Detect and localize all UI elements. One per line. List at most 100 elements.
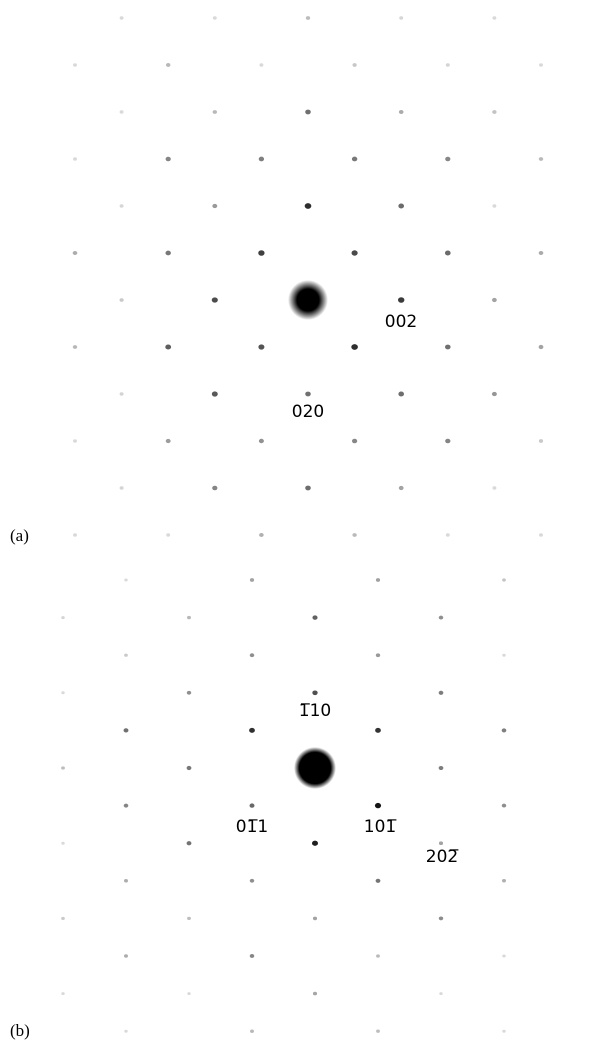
central-beam xyxy=(288,280,328,320)
diffraction-spot xyxy=(313,917,317,921)
diffraction-spot xyxy=(187,841,192,845)
diffraction-spot xyxy=(502,654,505,657)
diffraction-spot xyxy=(375,728,381,733)
panel-label: (b) xyxy=(10,1021,30,1040)
diffraction-spot xyxy=(61,616,65,619)
diffraction-spot xyxy=(539,533,543,536)
diffraction-spot xyxy=(250,954,255,958)
diffraction-spot xyxy=(187,766,192,770)
diffraction-spot xyxy=(439,841,443,845)
diffraction-spot xyxy=(376,578,380,582)
diffraction-spot xyxy=(250,803,255,807)
diffraction-spot xyxy=(492,298,497,302)
diffraction-spot xyxy=(166,157,171,162)
diffraction-spot xyxy=(305,110,311,115)
diffraction-spot xyxy=(312,615,317,619)
diffraction-spot xyxy=(376,1030,380,1033)
diffraction-spot xyxy=(539,251,544,255)
panel-label: (a) xyxy=(10,526,29,545)
diffraction-spot xyxy=(120,486,124,489)
diffraction-spot xyxy=(305,203,312,209)
diffraction-spot xyxy=(187,992,190,995)
diffraction-spot xyxy=(120,204,124,207)
diffraction-spot xyxy=(250,1030,254,1033)
diffraction-spot xyxy=(376,879,381,883)
diffraction-spot xyxy=(446,533,450,536)
diffraction-spot xyxy=(124,579,127,582)
diffraction-spot xyxy=(165,251,170,256)
diffraction-spot xyxy=(258,344,264,349)
diffraction-spot xyxy=(166,439,171,443)
diffraction-spot xyxy=(502,578,506,581)
diffraction-spot xyxy=(439,916,443,920)
diffraction-spot xyxy=(399,110,404,114)
diffraction-spot xyxy=(376,954,380,957)
diffraction-spot xyxy=(306,16,310,20)
diffraction-spot xyxy=(352,533,356,537)
diffraction-spot xyxy=(492,110,496,114)
diffraction-spot xyxy=(439,616,443,620)
diffraction-spot xyxy=(502,1030,505,1033)
spot-label: 202̅ xyxy=(426,847,459,867)
diffraction-spot xyxy=(212,391,218,396)
diffraction-spot xyxy=(212,297,218,302)
diffraction-spot xyxy=(445,157,450,162)
diffraction-spot xyxy=(539,157,543,161)
diffraction-spot xyxy=(539,439,543,443)
diffraction-spot xyxy=(445,251,451,256)
diffraction-spot xyxy=(398,204,404,209)
spot-label: 1̅10 xyxy=(299,701,331,721)
diffraction-spot xyxy=(250,578,254,582)
diffraction-spot xyxy=(213,110,217,114)
diffraction-spot xyxy=(249,728,255,733)
diffraction-spot xyxy=(61,766,65,769)
diffraction-spot xyxy=(502,804,506,808)
diffraction-spot xyxy=(73,439,77,442)
spot-label: 101̅ xyxy=(364,817,397,837)
diffraction-spot xyxy=(124,728,129,732)
diffraction-spot xyxy=(539,345,544,349)
diffraction-spot xyxy=(166,63,170,67)
diffraction-spot xyxy=(399,486,404,490)
diffraction-spot xyxy=(73,533,77,536)
diffraction-spot xyxy=(259,533,264,537)
diffraction-spot xyxy=(502,728,507,732)
diffraction-spot xyxy=(212,204,217,208)
diffraction-spot xyxy=(120,110,124,113)
diffraction-spot xyxy=(124,879,128,883)
diffraction-spot xyxy=(120,298,124,302)
diffraction-spot xyxy=(124,654,128,657)
spot-label: 01̅1 xyxy=(236,817,268,837)
diffraction-spot xyxy=(166,533,170,536)
diffraction-spot xyxy=(61,992,64,995)
diffraction-spot xyxy=(213,16,217,19)
diffraction-spot xyxy=(120,16,124,19)
diffraction-spot xyxy=(120,392,124,395)
diffraction-spot xyxy=(165,344,171,349)
diffraction-spot xyxy=(305,392,311,397)
diffraction-spot xyxy=(250,653,254,657)
diffraction-spot xyxy=(502,955,505,958)
diffraction-spot xyxy=(73,251,78,255)
diffraction-spot xyxy=(61,917,65,920)
spot-label: 020 xyxy=(292,402,324,422)
diffraction-spot xyxy=(375,803,381,808)
diffraction-spot xyxy=(73,345,77,349)
diffraction-spot xyxy=(353,63,357,67)
diffraction-spot xyxy=(61,842,64,845)
diffraction-spot xyxy=(305,486,311,491)
diffraction-spot xyxy=(351,344,358,350)
diffraction-spot xyxy=(312,841,318,846)
diffraction-spot xyxy=(124,804,129,808)
diffraction-spot xyxy=(492,16,496,19)
central-beam xyxy=(294,747,336,789)
diffraction-spot xyxy=(259,439,264,443)
diffraction-spot xyxy=(312,690,317,695)
diffraction-spot xyxy=(258,250,264,256)
diffraction-spot xyxy=(352,439,357,444)
diffraction-spot xyxy=(259,157,264,162)
diffraction-spot xyxy=(492,392,497,396)
page: {"panels": [ {"label": "(a)", "spots": [… xyxy=(0,0,606,1044)
diffraction-spot xyxy=(445,439,450,444)
diffraction-spot xyxy=(376,653,380,657)
